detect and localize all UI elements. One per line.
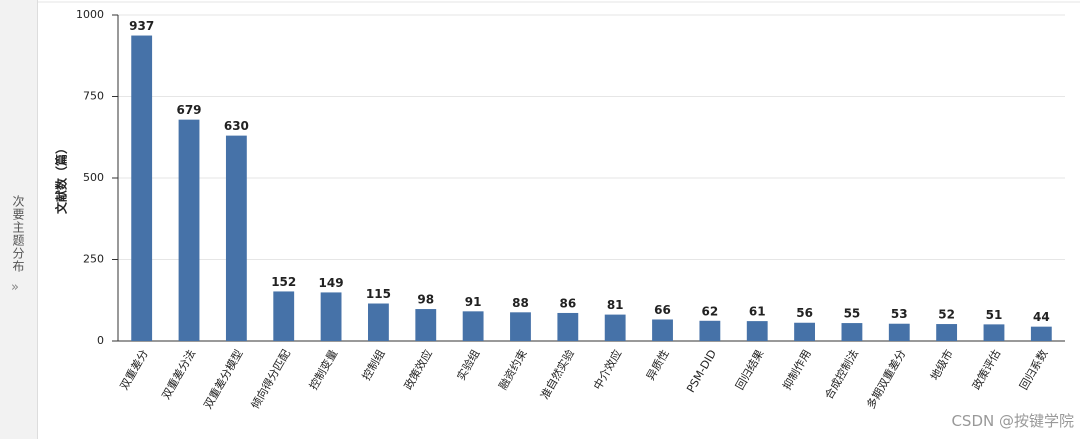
x-tick-label: 融资约束 xyxy=(496,348,529,393)
value-label: 86 xyxy=(559,296,576,310)
bar xyxy=(604,314,626,341)
bar xyxy=(368,303,389,341)
x-tick-label: 控制变量 xyxy=(306,347,340,392)
x-tick-label: 合成控制法 xyxy=(821,347,861,402)
bar xyxy=(794,322,815,341)
x-tick-label: PSM-DID xyxy=(684,348,719,395)
bar xyxy=(273,291,295,341)
x-tick-label: 控制组 xyxy=(359,347,388,383)
bar xyxy=(131,35,153,342)
value-label: 53 xyxy=(891,307,908,321)
watermark: CSDN @按键学院 xyxy=(951,412,1074,430)
value-label: 152 xyxy=(271,275,296,289)
value-label: 61 xyxy=(749,305,766,319)
x-tick-label: 回归结果 xyxy=(732,347,766,392)
value-label: 55 xyxy=(844,307,861,321)
x-tick-label: 政策评估 xyxy=(969,347,1003,392)
x-tick-label: 地级市 xyxy=(927,347,956,383)
bar xyxy=(510,312,531,341)
x-tick-label: 多期双重差分 xyxy=(863,347,908,411)
bar xyxy=(557,312,579,341)
bar xyxy=(888,323,910,341)
value-label: 66 xyxy=(654,303,671,317)
value-label: 149 xyxy=(319,276,344,290)
value-label: 679 xyxy=(176,103,201,117)
value-label: 51 xyxy=(986,308,1003,322)
value-label: 937 xyxy=(129,19,154,33)
x-tick-label: 双重差分模型 xyxy=(200,347,245,411)
x-tick-label: 抑制作用 xyxy=(780,347,814,392)
y-tick-label: 500 xyxy=(83,171,104,184)
x-tick-label: 倾向得分匹配 xyxy=(248,347,293,411)
value-label: 56 xyxy=(796,306,813,320)
bar xyxy=(178,119,200,341)
y-axis-label: 文献数（篇） xyxy=(54,142,69,214)
y-tick-label: 1000 xyxy=(76,8,104,21)
bar xyxy=(462,311,484,341)
bar xyxy=(652,319,673,341)
value-label: 44 xyxy=(1033,310,1050,324)
bar xyxy=(746,321,768,341)
value-label: 630 xyxy=(224,119,249,133)
expand-icon[interactable]: » xyxy=(11,280,19,295)
bar xyxy=(1030,326,1052,341)
value-label: 81 xyxy=(607,298,624,312)
bar xyxy=(225,135,247,341)
x-tick-label: 实验组 xyxy=(454,347,483,383)
bar xyxy=(936,324,958,341)
y-tick-label: 750 xyxy=(83,90,104,103)
x-tick-label: 双重差分法 xyxy=(159,347,199,402)
x-tick-label: 中介效应 xyxy=(590,347,624,392)
value-label: 52 xyxy=(938,308,955,322)
y-tick-label: 0 xyxy=(97,334,104,347)
x-tick-label: 双重差分 xyxy=(117,347,151,392)
x-tick-label: 准自然实验 xyxy=(537,347,577,402)
sidebar-title: 次要主题分布 xyxy=(11,195,25,273)
bar xyxy=(415,309,437,341)
y-tick-label: 250 xyxy=(83,253,104,266)
value-label: 98 xyxy=(417,293,434,307)
value-label: 88 xyxy=(512,296,529,310)
value-label: 91 xyxy=(465,295,482,309)
x-tick-label: 政策效应 xyxy=(401,347,435,392)
bar xyxy=(699,320,721,341)
bar xyxy=(983,324,1005,341)
value-label: 115 xyxy=(366,287,391,301)
value-label: 62 xyxy=(702,304,719,318)
bar xyxy=(841,323,863,341)
x-tick-label: 异质性 xyxy=(643,347,672,383)
bar xyxy=(320,292,342,341)
x-tick-label: 回归系数 xyxy=(1016,347,1050,392)
sidebar[interactable]: 次要主题分布 » xyxy=(0,0,38,439)
